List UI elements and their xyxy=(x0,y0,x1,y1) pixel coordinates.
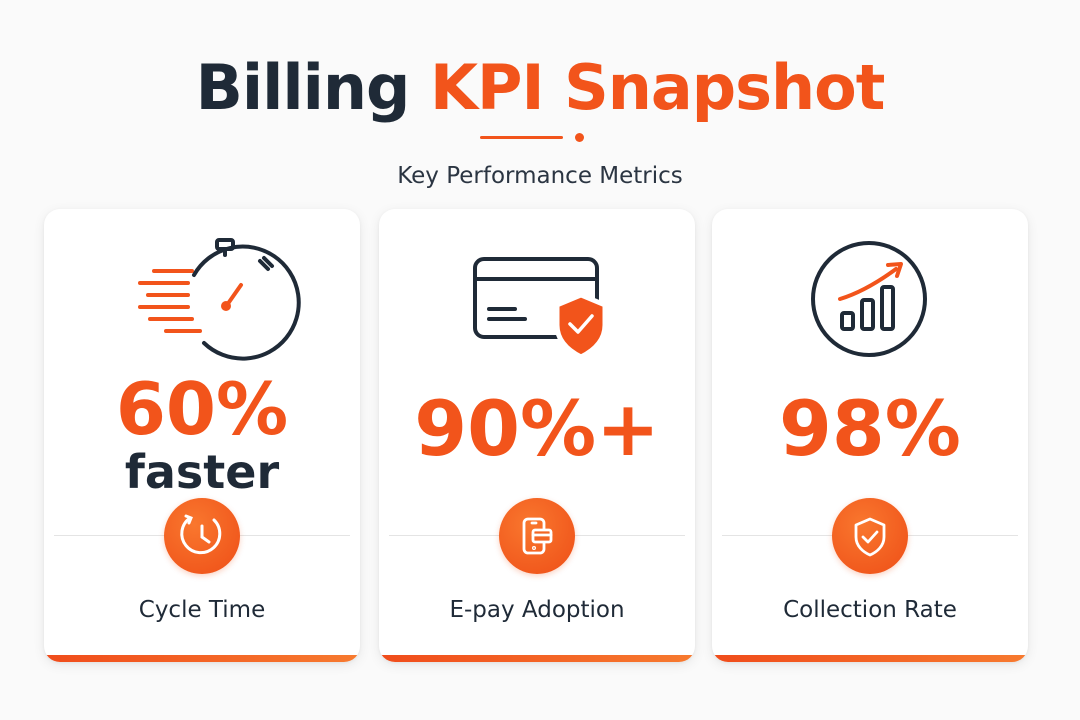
title-underline-dot xyxy=(575,133,584,142)
clock-icon xyxy=(164,498,240,574)
metric-subtext: faster xyxy=(124,445,280,499)
card-accent-bar xyxy=(44,655,360,662)
page-subtitle: Key Performance Metrics xyxy=(397,163,683,189)
metric-value: 90%+ xyxy=(414,384,660,473)
stopwatch-speed-icon xyxy=(138,238,301,361)
growth-chart-icon xyxy=(811,241,927,357)
page-title: Billing KPI Snapshot xyxy=(0,50,1080,126)
title-underline xyxy=(480,136,563,139)
credit-card-shield-icon xyxy=(473,257,608,360)
title-accent: KPI Snapshot xyxy=(429,51,885,124)
kpi-card-cycle-time: 60% faster Cycle Time xyxy=(44,209,360,662)
title-primary: Billing xyxy=(195,51,411,124)
shield-check-icon xyxy=(832,498,908,574)
card-accent-bar xyxy=(712,655,1028,662)
kpi-label: Cycle Time xyxy=(138,597,266,623)
kpi-label: Collection Rate xyxy=(783,597,957,623)
kpi-card-collection-rate: 98% Collection Rate xyxy=(712,209,1028,662)
kpi-card-epay-adoption: 90%+ E-pay Adoption xyxy=(379,209,695,662)
kpi-label: E-pay Adoption xyxy=(449,597,625,623)
metric-value: 98% xyxy=(779,384,961,473)
card-accent-bar xyxy=(379,655,695,662)
metric-value: 60% xyxy=(115,367,289,451)
mobile-payment-icon xyxy=(499,498,575,574)
